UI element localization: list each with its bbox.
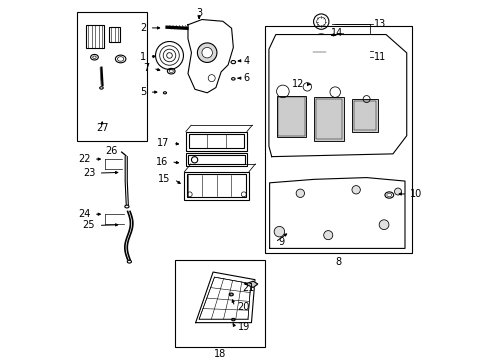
Bar bbox=[185, 131, 246, 151]
Text: 26: 26 bbox=[105, 146, 118, 156]
Circle shape bbox=[202, 48, 212, 58]
Bar bbox=[351, 99, 377, 132]
Text: 1: 1 bbox=[140, 52, 146, 62]
Text: 2: 2 bbox=[140, 23, 146, 33]
Text: 11: 11 bbox=[373, 52, 385, 62]
Text: 7: 7 bbox=[143, 63, 149, 73]
Text: 13: 13 bbox=[373, 19, 385, 29]
Text: 22: 22 bbox=[78, 154, 90, 164]
Text: 14: 14 bbox=[330, 28, 342, 39]
Circle shape bbox=[197, 43, 217, 62]
Text: 9: 9 bbox=[277, 237, 284, 247]
Bar bbox=[276, 96, 305, 138]
Circle shape bbox=[378, 220, 388, 230]
Text: 24: 24 bbox=[78, 209, 90, 219]
Text: 6: 6 bbox=[244, 73, 249, 83]
Bar bbox=[315, 99, 342, 139]
Text: 4: 4 bbox=[244, 56, 249, 66]
Bar bbox=[109, 27, 120, 42]
Text: 25: 25 bbox=[82, 220, 95, 230]
Circle shape bbox=[166, 53, 172, 58]
Text: 12: 12 bbox=[291, 80, 304, 89]
Bar bbox=[278, 97, 304, 136]
Text: 3: 3 bbox=[196, 8, 202, 18]
Bar bbox=[187, 175, 246, 197]
Bar bbox=[77, 12, 146, 141]
Bar bbox=[265, 26, 411, 253]
Bar bbox=[174, 260, 265, 347]
Text: 19: 19 bbox=[237, 321, 249, 332]
Text: 17: 17 bbox=[157, 138, 169, 148]
Circle shape bbox=[351, 186, 360, 194]
Text: 15: 15 bbox=[158, 174, 170, 184]
Text: 8: 8 bbox=[335, 257, 341, 267]
Text: 10: 10 bbox=[409, 189, 422, 199]
Text: 18: 18 bbox=[214, 350, 226, 360]
Text: 16: 16 bbox=[155, 157, 167, 167]
Text: 5: 5 bbox=[140, 87, 146, 97]
Text: 23: 23 bbox=[82, 168, 95, 178]
Polygon shape bbox=[268, 35, 406, 157]
Polygon shape bbox=[244, 281, 257, 288]
Polygon shape bbox=[195, 272, 254, 323]
Text: 27: 27 bbox=[96, 123, 108, 133]
Bar bbox=[184, 172, 248, 199]
Polygon shape bbox=[187, 19, 233, 93]
Circle shape bbox=[274, 226, 284, 237]
Circle shape bbox=[394, 188, 401, 195]
Bar bbox=[188, 134, 244, 148]
Bar bbox=[185, 153, 246, 166]
Bar bbox=[353, 101, 376, 130]
Circle shape bbox=[323, 231, 332, 240]
Text: 21: 21 bbox=[241, 283, 254, 293]
Circle shape bbox=[296, 189, 304, 198]
Bar bbox=[86, 25, 103, 48]
Bar bbox=[314, 97, 343, 141]
Polygon shape bbox=[269, 177, 404, 248]
Text: 20: 20 bbox=[237, 302, 249, 312]
Bar bbox=[187, 155, 244, 164]
